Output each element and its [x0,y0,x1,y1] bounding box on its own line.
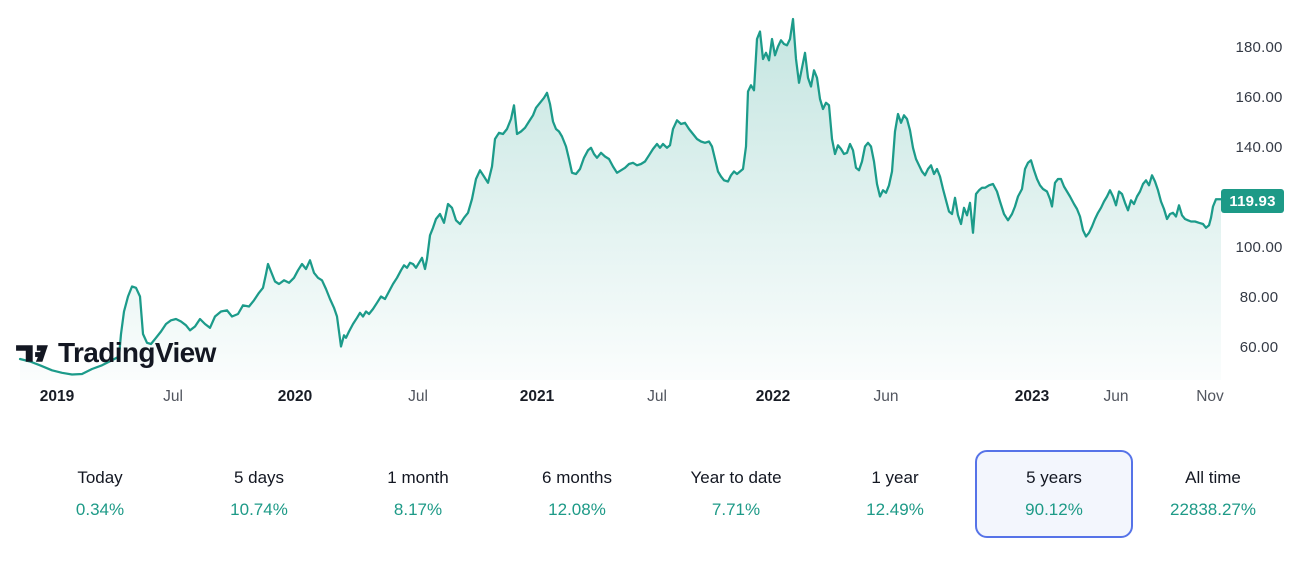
time-scale-label: 2020 [277,388,313,405]
time-scale[interactable]: 2019 Jul 2020 Jul 2021 Jul 2022 Jun 2023 Jun Nov [0,386,1294,410]
time-scale-label: Jul [647,388,667,405]
last-price-value: 119.93 [1229,192,1276,210]
tradingview-logo[interactable]: TradingView [14,337,216,369]
time-scale-label: 2021 [519,388,555,405]
area-fill [20,19,1221,380]
range-button-change-value: 12.08% [548,500,606,519]
chart-region: 180.00 160.00 140.00 100.00 80.00 60.00 119.9… [0,0,1294,412]
range-button-change-value: 90.12% [1025,500,1083,519]
last-price-badge: 119.93 [1221,189,1284,213]
range-button-all-time[interactable]: All time 22838.27% [1134,450,1292,538]
range-button-label: Year to date [690,468,782,487]
time-scale-label: 2019 [39,388,75,405]
range-button-year-to-date[interactable]: Year to date 7.71% [657,450,815,538]
time-scale-label: Jul [408,388,428,405]
price-chart[interactable] [0,0,1294,412]
time-scale-label: 2022 [755,388,791,405]
range-button-label: 6 months [542,468,612,487]
range-button-change-value: 7.71% [711,500,761,519]
range-button-5-years[interactable]: 5 years 90.12% [975,450,1133,538]
range-button-label: 1 month [387,468,449,487]
range-button-change-value: 10.74% [230,500,288,519]
range-button-change-value: 22838.27% [1169,500,1257,519]
range-button-change-value: 12.49% [866,500,924,519]
time-scale-label: Jun [1103,388,1129,405]
range-button-label: 5 days [233,468,285,487]
range-button-label: All time [1185,468,1241,487]
range-button-label: Today [77,468,123,487]
tradingview-logo-text: TradingView [58,337,216,368]
range-button-1-month[interactable]: 1 month 8.17% [339,450,497,538]
time-scale-label: Jun [873,388,899,405]
tradingview-logo-icon [16,344,48,362]
range-button-1-year[interactable]: 1 year 12.49% [816,450,974,538]
date-range-toolbar: Today 0.34% 5 days 10.74% 1 month 8.17% 6 mont… [21,450,1292,538]
range-button-change-value: 8.17% [393,500,443,519]
time-scale-label: Nov [1196,388,1224,405]
range-button-today[interactable]: Today 0.34% [21,450,179,538]
range-button-change-value: 0.34% [75,500,125,519]
range-button-5-days[interactable]: 5 days 10.74% [180,450,338,538]
range-button-6-months[interactable]: 6 months 12.08% [498,450,656,538]
price-line [18,17,1223,376]
range-button-label: 1 year [871,468,919,487]
time-scale-label: 2023 [1014,388,1050,405]
time-scale-label: Jul [163,388,183,405]
range-button-label: 5 years [1026,468,1082,487]
